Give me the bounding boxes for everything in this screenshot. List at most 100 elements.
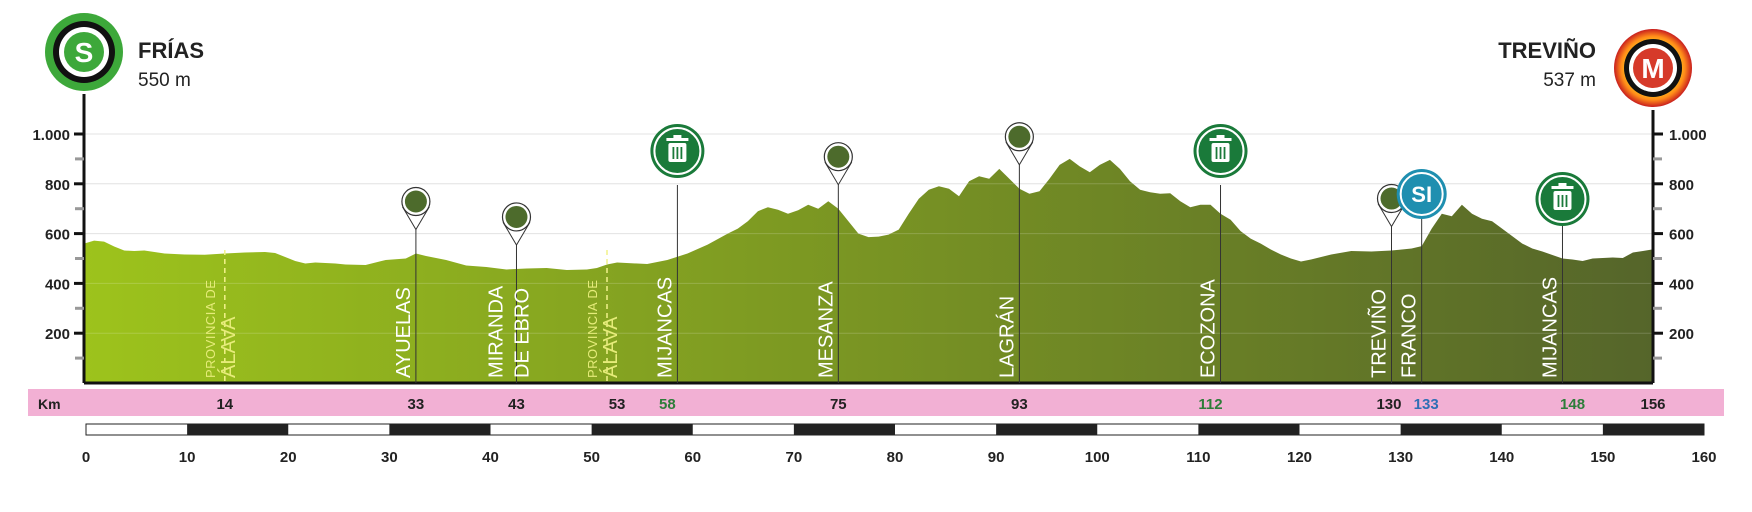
trash-lid [1209, 138, 1232, 141]
scale-bar-segment [389, 424, 491, 435]
start-town-name: FRÍAS [138, 38, 204, 63]
scale-bar-segment [996, 424, 1098, 435]
km-band: 14 33 43 53 58 75 93 112 130 133 148 156 [28, 389, 1724, 416]
province-label-line2: ÁLAVA [217, 316, 240, 378]
y-tick-label-right: 600 [1669, 227, 1694, 244]
route-markers: SI [401, 122, 1590, 246]
x-tick-label: 130 [1388, 449, 1413, 466]
town-label: LAGRÁN [995, 296, 1018, 378]
town-label: TREVIÑO [1367, 289, 1391, 378]
scale-bar-segment [187, 424, 289, 435]
town-name: LAGRÁN [995, 296, 1018, 378]
trash-handle [673, 135, 682, 138]
town-name: FRANCO [1399, 294, 1421, 378]
town-label: MIRANDA DE EBRO [485, 285, 533, 378]
town-labels: PROVINCIA DE ÁLAVA PROVINCIA DE ÁLAVAAYUELA… [203, 160, 1563, 383]
town-label: MIJANCAS [654, 277, 676, 378]
finish-town-name: TREVIÑO [1498, 38, 1596, 63]
sprint-label: SI [1411, 182, 1432, 207]
pin-dot [827, 145, 850, 168]
trash-ring [653, 127, 702, 175]
x-tick-label: 90 [988, 449, 1005, 466]
town-name: TREVIÑO [1367, 289, 1391, 378]
y-tick-label-right: 400 [1669, 276, 1694, 293]
km-point-label: 75 [830, 396, 847, 413]
location-pin-icon [401, 186, 431, 231]
start-altitude: 550 m [138, 70, 191, 91]
y-tick-label-left: 1.000 [32, 127, 70, 144]
x-tick-label: 0 [82, 449, 90, 466]
start-icon-letter: S [75, 37, 94, 68]
town-label: MESANZA [815, 281, 837, 378]
elevation-profile-area [84, 158, 1653, 383]
finish-icon-letter: M [1641, 53, 1664, 84]
x-tick-label: 30 [381, 449, 398, 466]
province-label-line1: PROVINCIA DE [203, 280, 218, 378]
km-band-background [28, 389, 1724, 416]
x-tick-label: 160 [1691, 449, 1716, 466]
km-point-label: 156 [1640, 396, 1665, 413]
km-point-label: 133 [1414, 396, 1439, 413]
location-pin-icon [823, 142, 853, 186]
trash-bin-icon [650, 124, 705, 178]
town-label: FRANCO [1399, 294, 1421, 378]
trash-handle [1216, 135, 1225, 138]
y-tick-label-left: 400 [45, 276, 70, 293]
trash-lid [666, 138, 689, 141]
scale-bar-segment [1198, 424, 1300, 435]
x-tick-label: 10 [179, 449, 196, 466]
sprint-circle [1396, 169, 1447, 219]
x-tick-label: 70 [786, 449, 803, 466]
location-pin-icon [501, 202, 532, 246]
scale-bar-segment [1602, 424, 1704, 435]
sprint-ring [1399, 172, 1444, 216]
km-point-label: 112 [1198, 396, 1222, 413]
town-name-line: DE EBRO [511, 288, 533, 378]
pin-dot [1008, 125, 1031, 148]
y-tick-label-right: 200 [1669, 326, 1694, 343]
trash-lid [1551, 186, 1574, 189]
town-name: ECOZONA [1198, 278, 1220, 378]
distance-scale: 0 10 20 30 40 50 60 70 80 90 100 110 120 130 140 150 160 [82, 423, 1717, 466]
finish-marker: M [1614, 29, 1692, 107]
trash-bin-icon [1535, 172, 1590, 226]
x-tick-label: 50 [583, 449, 600, 466]
y-tick-label-left: 200 [45, 326, 70, 343]
altitude-ticks: 1.000 1.000 800 800 600 600 400 400 200 200 [32, 127, 1706, 343]
town-name-line: MIRANDA [485, 285, 507, 378]
province-label-line2: ÁLAVA [599, 316, 622, 378]
x-tick-label: 80 [887, 449, 904, 466]
km-point-label: 33 [408, 396, 425, 413]
x-tick-label: 150 [1590, 449, 1615, 466]
town-name: AYUELAS [393, 287, 415, 378]
scale-bar-segment [1400, 424, 1502, 435]
town-name: MIJANCAS [1539, 277, 1561, 378]
x-tick-label: 140 [1489, 449, 1514, 466]
trash-bin-icon [1193, 124, 1248, 178]
km-point-label: 148 [1560, 396, 1585, 413]
km-point-label: 130 [1376, 396, 1401, 413]
scale-bar-segment [591, 424, 693, 435]
town-label: MIJANCAS [1539, 277, 1561, 378]
town-name: MESANZA [815, 281, 837, 378]
finish-altitude: 537 m [1543, 70, 1596, 91]
km-point-label: 53 [609, 396, 626, 413]
x-tick-label: 20 [280, 449, 297, 466]
province-label: PROVINCIA DE ÁLAVA [203, 280, 240, 378]
x-tick-label: 120 [1287, 449, 1312, 466]
y-tick-label-right: 1.000 [1669, 127, 1707, 144]
pin-dot [404, 190, 427, 213]
town-label: AYUELAS [393, 287, 415, 378]
y-tick-label-left: 600 [45, 227, 70, 244]
town-label: ECOZONA [1198, 278, 1220, 378]
scale-bar-segment [793, 424, 895, 435]
y-tick-label-right: 800 [1669, 177, 1694, 194]
trash-ring [1538, 175, 1587, 223]
x-tick-label: 110 [1186, 449, 1210, 466]
trash-ring [1196, 127, 1245, 175]
intermediate-sprint-icon: SI [1396, 169, 1447, 219]
x-tick-label: 60 [684, 449, 701, 466]
trash-handle [1558, 183, 1567, 186]
province-label-line1: PROVINCIA DE [585, 280, 600, 378]
